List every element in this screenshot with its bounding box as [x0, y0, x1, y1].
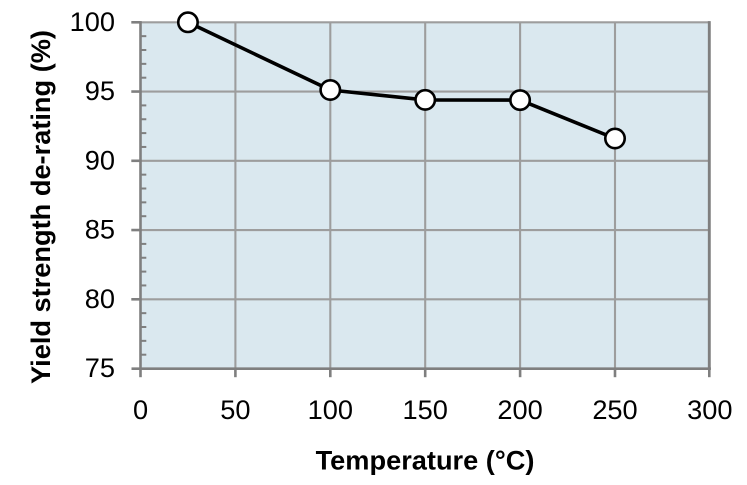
svg-text:250: 250 — [592, 394, 637, 425]
svg-text:150: 150 — [403, 394, 448, 425]
svg-text:75: 75 — [85, 352, 115, 383]
svg-text:300: 300 — [687, 394, 732, 425]
svg-text:95: 95 — [85, 75, 115, 106]
svg-text:Yield strength de-rating (%): Yield strength de-rating (%) — [25, 30, 56, 384]
svg-text:85: 85 — [85, 214, 115, 245]
svg-text:50: 50 — [220, 394, 250, 425]
svg-text:200: 200 — [497, 394, 542, 425]
svg-text:100: 100 — [70, 6, 115, 37]
svg-text:90: 90 — [85, 145, 115, 176]
svg-text:0: 0 — [133, 394, 148, 425]
svg-text:Temperature (°C): Temperature (°C) — [316, 444, 535, 475]
svg-text:100: 100 — [308, 394, 353, 425]
svg-text:80: 80 — [85, 283, 115, 314]
